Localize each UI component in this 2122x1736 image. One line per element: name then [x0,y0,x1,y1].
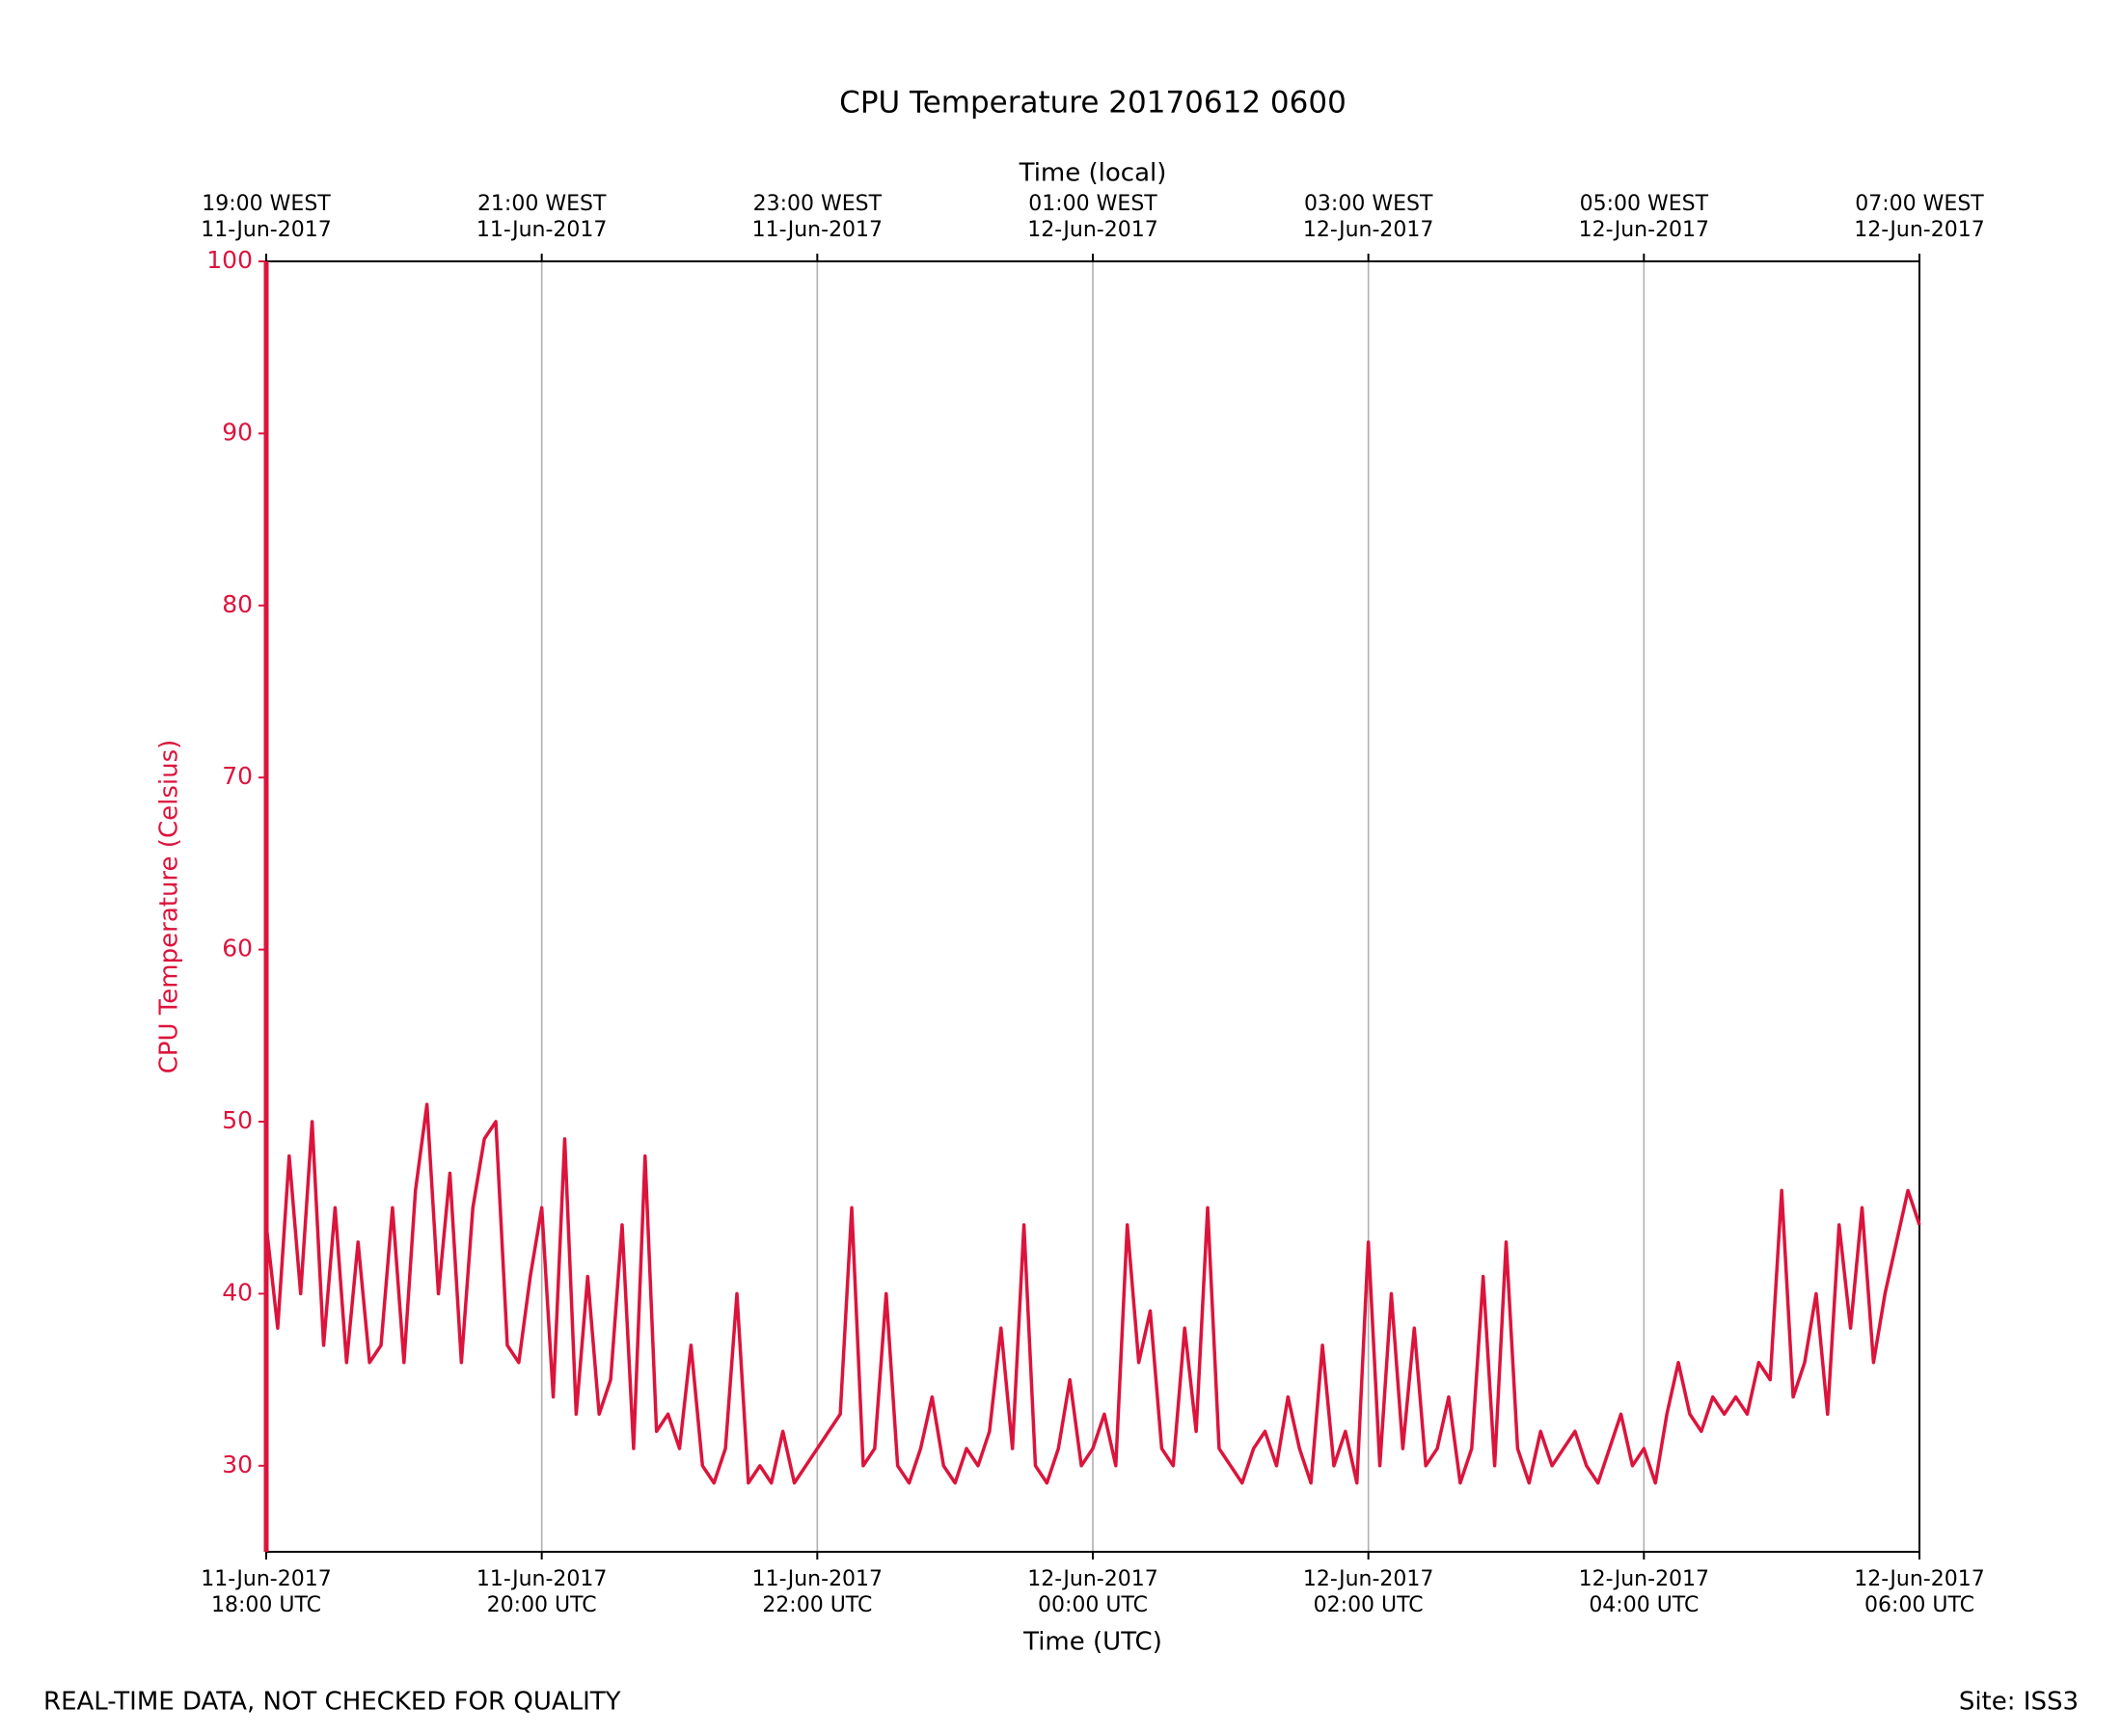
x2-tick-label: 11-Jun-2017 [201,218,331,242]
x-tick-label: 00:00 UTC [1038,1593,1148,1617]
x2-tick-label: 21:00 WEST [477,192,607,216]
x2-tick-label: 05:00 WEST [1580,192,1709,216]
y-tick-label: 40 [222,1278,253,1306]
x2-tick-label: 03:00 WEST [1304,192,1433,216]
x-tick-label: 12-Jun-2017 [1579,1567,1709,1591]
y-tick-label: 80 [222,590,253,618]
x-tick-label: 18:00 UTC [211,1593,321,1617]
x-tick-label: 11-Jun-2017 [201,1567,331,1591]
x2-tick-label: 07:00 WEST [1855,192,1984,216]
y-tick-label: 70 [222,762,253,790]
x-tick-label: 04:00 UTC [1589,1593,1699,1617]
x-tick-label: 06:00 UTC [1864,1593,1974,1617]
x2-tick-label: 12-Jun-2017 [1303,218,1433,242]
x-tick-label: 02:00 UTC [1314,1593,1424,1617]
data-line [264,1102,1921,1485]
x2-tick-label: 12-Jun-2017 [1027,218,1157,242]
x2-tick-label: 11-Jun-2017 [752,218,883,242]
x2-tick-label: 19:00 WEST [202,192,331,216]
x2-tick-label: 11-Jun-2017 [476,218,607,242]
x-tick-label: 22:00 UTC [762,1593,872,1617]
x-tick-label: 12-Jun-2017 [1854,1567,1984,1591]
x2-tick-label: 12-Jun-2017 [1854,218,1984,242]
chart-title: CPU Temperature 20170612 0600 [839,86,1347,121]
y-tick-label: 30 [222,1451,253,1478]
x2-tick-label: 23:00 WEST [753,192,883,216]
y-tick-label: 90 [222,418,253,446]
x-tick-label: 20:00 UTC [487,1593,597,1617]
x-tick-label: 12-Jun-2017 [1303,1567,1433,1591]
x-tick-label: 11-Jun-2017 [752,1567,883,1591]
x2-tick-label: 12-Jun-2017 [1579,218,1709,242]
x2-axis-title: Time (local) [1019,159,1167,188]
y-tick-label: 50 [222,1106,253,1134]
x-tick-label: 12-Jun-2017 [1027,1567,1157,1591]
x2-tick-label: 01:00 WEST [1028,192,1157,216]
x-axis-title: Time (UTC) [1022,1628,1162,1657]
y-tick-label: 100 [206,246,253,274]
y-axis-title: CPU Temperature (Celsius) [155,740,184,1074]
footnote: REAL-TIME DATA, NOT CHECKED FOR QUALITY [43,1688,621,1717]
x-tick-label: 11-Jun-2017 [476,1567,607,1591]
site-label: Site: ISS3 [1959,1688,2079,1717]
y-tick-label: 60 [222,935,253,963]
